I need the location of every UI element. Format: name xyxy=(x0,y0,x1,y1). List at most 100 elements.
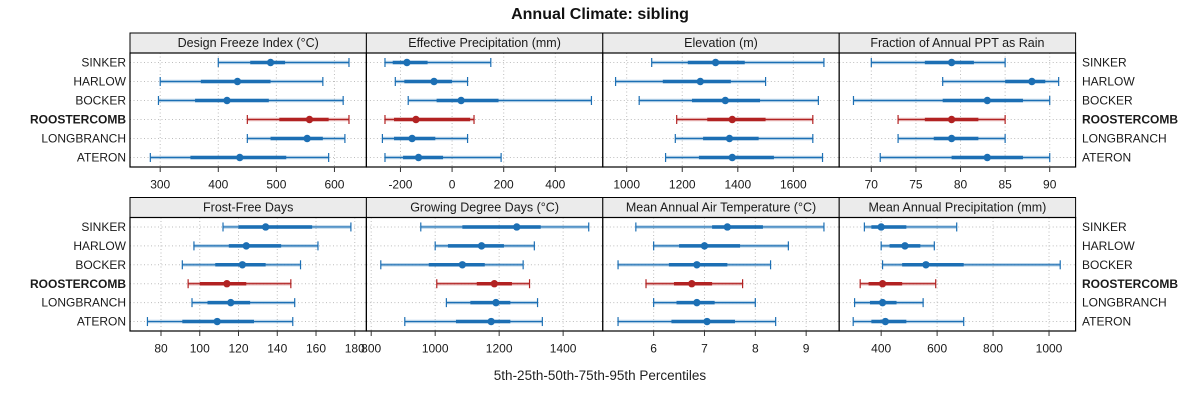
panel-background xyxy=(130,217,367,331)
x-tick-label: 800 xyxy=(361,342,381,356)
site-label-left: ATERON xyxy=(77,151,126,165)
site-label-left: SINKER xyxy=(81,56,126,70)
site-percentile-intervals xyxy=(191,298,296,308)
median-dot xyxy=(261,223,270,231)
figure-title: Annual Climate: sibling xyxy=(511,6,689,23)
site-label-left: HARLOW xyxy=(73,75,126,89)
x-tick-label: 800 xyxy=(983,342,1003,356)
x-tick-label: 0 xyxy=(449,178,456,192)
panel: Elevation (m) 1000 1200 1400 1600 xyxy=(602,32,840,192)
x-tick-label: 300 xyxy=(150,178,170,192)
median-dot xyxy=(688,280,696,288)
panel-strip-title: Effective Precipitation (mm) xyxy=(408,36,561,50)
x-tick-label: 90 xyxy=(1043,178,1057,192)
site-percentile-intervals xyxy=(881,260,1061,270)
panel-strip-title: Elevation (m) xyxy=(684,36,758,50)
site-percentile-intervals xyxy=(384,115,475,124)
x-tick-label: 70 xyxy=(865,178,879,192)
site-label-right: BOCKER xyxy=(1082,94,1133,108)
site-percentile-intervals xyxy=(664,153,824,162)
site-label-left: LONGBRANCH xyxy=(41,296,126,310)
panel-background xyxy=(602,217,840,331)
median-dot xyxy=(878,298,887,307)
panel: Mean Annual Precipitation (mm) 400 600 800 1… xyxy=(838,197,1077,356)
x-tick-label: 1000 xyxy=(422,342,449,356)
site-label-right: SINKER xyxy=(1082,56,1127,70)
x-tick-label: 1000 xyxy=(613,178,640,192)
site-percentile-intervals xyxy=(870,58,1006,67)
site-label-right: HARLOW xyxy=(1082,75,1135,89)
median-dot xyxy=(947,134,956,143)
median-dot xyxy=(881,317,890,326)
site-label-left: HARLOW xyxy=(73,239,126,253)
x-tick-label: 500 xyxy=(266,178,286,192)
x-tick-label: 100 xyxy=(190,342,210,356)
median-dot xyxy=(947,58,956,67)
panel: Mean Annual Air Temperature (°C) 6 7 8 9 xyxy=(602,197,840,356)
median-dot xyxy=(725,134,734,143)
panel-background xyxy=(839,217,1076,331)
site-percentile-intervals xyxy=(381,134,469,143)
x-tick-label: 1200 xyxy=(486,342,513,356)
site-percentile-intervals xyxy=(897,115,1006,124)
site-label-right: ATERON xyxy=(1082,315,1131,329)
median-dot xyxy=(728,153,736,162)
site-percentile-intervals xyxy=(653,298,756,308)
median-dot xyxy=(728,115,736,124)
panel-strip-title: Growing Degree Days (°C) xyxy=(410,201,559,215)
panel: Growing Degree Days (°C) 800 1000 1200 1400 xyxy=(361,197,604,356)
site-percentile-intervals xyxy=(852,96,1051,105)
site-percentile-intervals xyxy=(859,279,937,289)
median-dot xyxy=(696,77,705,86)
percentiles-caption: 5th-25th-50th-75th-95th Percentiles xyxy=(493,368,707,383)
x-tick-label: 75 xyxy=(909,178,923,192)
x-tick-label: 200 xyxy=(494,178,514,192)
site-percentile-intervals xyxy=(157,96,344,105)
median-dot xyxy=(233,77,242,86)
panel: Fraction of Annual PPT as Rain 70 75 80 85 90 xyxy=(838,32,1077,192)
site-percentile-intervals xyxy=(617,317,777,327)
panel-background xyxy=(839,53,1076,167)
x-tick-label: 8 xyxy=(752,342,759,356)
x-tick-label: 400 xyxy=(208,178,228,192)
site-label-left: BOCKER xyxy=(75,94,126,108)
site-percentile-intervals xyxy=(852,317,965,327)
site-label-right: ATERON xyxy=(1082,151,1131,165)
site-percentile-intervals xyxy=(651,58,825,67)
median-dot xyxy=(492,298,500,307)
median-dot xyxy=(983,153,991,162)
site-percentile-intervals xyxy=(146,317,294,327)
panel: Frost-Free Days 80 100 120 140 160 180 xyxy=(129,197,367,356)
x-tick-label: 600 xyxy=(927,342,947,356)
median-dot xyxy=(721,96,730,105)
x-tick-label: 600 xyxy=(324,178,344,192)
median-dot xyxy=(303,134,311,143)
site-percentile-intervals xyxy=(638,96,819,105)
median-dot xyxy=(711,58,720,67)
median-dot xyxy=(403,58,411,67)
site-percentile-intervals xyxy=(246,134,346,143)
site-percentile-intervals xyxy=(407,96,593,105)
site-percentile-intervals xyxy=(617,260,772,270)
median-dot xyxy=(227,298,235,307)
median-dot xyxy=(983,96,991,105)
site-percentile-intervals xyxy=(384,153,502,162)
median-dot xyxy=(458,261,467,269)
site-label-right: ROOSTERCOMB xyxy=(1082,277,1178,291)
median-dot xyxy=(223,280,231,288)
x-tick-label: 6 xyxy=(650,342,657,356)
median-dot xyxy=(700,242,709,250)
median-dot xyxy=(412,115,420,124)
x-tick-label: 1200 xyxy=(669,178,696,192)
site-percentile-intervals xyxy=(645,279,744,289)
site-label-right: ROOSTERCOMB xyxy=(1082,113,1178,127)
x-tick-label: 120 xyxy=(228,342,248,356)
median-dot xyxy=(947,115,956,124)
site-percentile-intervals xyxy=(384,58,492,67)
x-tick-label: 1400 xyxy=(724,178,751,192)
x-tick-label: 7 xyxy=(701,342,708,356)
x-tick-label: 180 xyxy=(345,342,365,356)
median-dot xyxy=(408,134,416,143)
